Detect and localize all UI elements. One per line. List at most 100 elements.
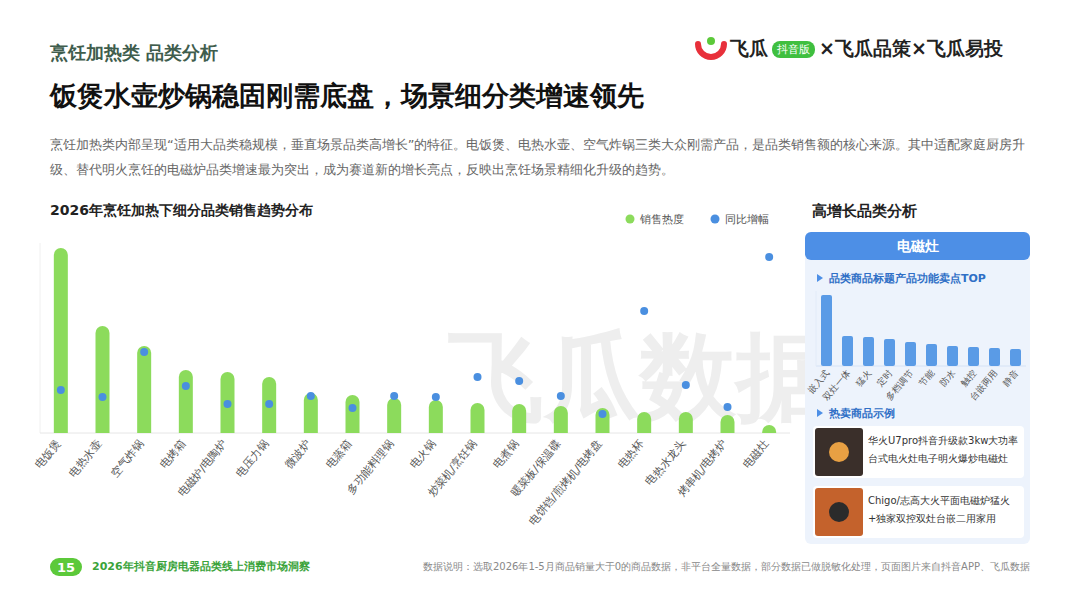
bar (221, 372, 235, 433)
panel-header: 电磁灶 (897, 238, 939, 254)
plot-group (54, 248, 776, 433)
bar (596, 408, 610, 433)
side-bar (947, 346, 958, 366)
x-tick-label: 电饼铛/煎烤机/电烤盘 (526, 438, 604, 528)
logo: 飞瓜抖音版×飞瓜品策×飞瓜易投 (730, 36, 1003, 62)
panel-bg (805, 232, 1030, 544)
bar (762, 425, 776, 433)
bar (637, 412, 651, 433)
product-text: 华火U7pro抖音升级款3kw大功率台式电火灶电子明火爆炒电磁灶 (868, 432, 1020, 468)
bar (679, 412, 693, 433)
dot (640, 307, 648, 315)
logo-badge: 抖音版 (772, 41, 815, 58)
dot (682, 381, 690, 389)
side-y-axis (816, 291, 817, 366)
side-tick-label: 台嵌两用 (968, 368, 999, 402)
side-chart-title: 品类商品标题产品功能卖点TOP (829, 272, 986, 285)
bar (721, 415, 735, 433)
page: 飞瓜数据电饭煲电热水壶空气炸锅电烤箱电磁炉/电陶炉电压力锅微波炉电蒸箱多功能料理… (0, 0, 1080, 608)
dot (224, 400, 232, 408)
page-number: 15 (57, 560, 75, 575)
bar (346, 395, 360, 433)
bar (429, 400, 443, 433)
dot (515, 377, 523, 385)
side-bar (821, 295, 832, 366)
bar (96, 326, 110, 433)
legend-swatch (711, 215, 720, 224)
side-bar (842, 336, 853, 366)
x-tick-label: 电饭煲 (32, 438, 63, 472)
bar (137, 346, 151, 433)
dot (140, 348, 148, 356)
watermark: 飞瓜数据 (448, 321, 832, 433)
x-tick-label: 电热水龙头 (643, 438, 688, 488)
x-tick-label: 空气炸锅 (108, 438, 146, 480)
dot (765, 253, 773, 261)
bar (554, 406, 568, 433)
bar (387, 398, 401, 433)
dot (557, 392, 565, 400)
logo-brand: 飞瓜 (730, 36, 768, 62)
logo-icon (698, 44, 724, 57)
dot (182, 382, 190, 390)
legend-swatch (626, 215, 635, 224)
side-plot-group (821, 295, 1021, 366)
side-bar (1010, 349, 1021, 366)
side-bar (968, 347, 979, 366)
side-tick-label: 节能 (917, 368, 936, 388)
x-tick-label: 电压力锅 (233, 438, 271, 480)
panel-title: 高增长品类分析 (812, 202, 917, 221)
x-axis-line (40, 433, 790, 434)
product-text: Chigo/志高大火平面电磁炉猛火+独家双控双灶台嵌二用家用 (868, 492, 1020, 528)
logo-dot (707, 37, 715, 45)
side-tick-label: 静音 (1001, 368, 1020, 388)
bar (262, 377, 276, 433)
bullet (817, 274, 823, 282)
x-tick-label: 电热水壶 (67, 438, 105, 480)
dot (432, 393, 440, 401)
x-tick-label: 电火锅 (407, 438, 438, 472)
product-card (813, 426, 1024, 478)
dot (349, 404, 357, 412)
x-tick-label: 电磁灶 (740, 438, 771, 472)
x-tick-label: 电烤箱 (157, 438, 188, 472)
legend-label: 同比增幅 (725, 213, 769, 226)
panel-header-bg (805, 232, 1030, 260)
bar (512, 404, 526, 433)
side-bar (905, 342, 916, 366)
product-image-detail (829, 442, 849, 462)
dot (57, 386, 65, 394)
side-bar (863, 337, 874, 366)
dot (599, 410, 607, 418)
product-image (815, 428, 863, 476)
side-bar (926, 344, 937, 366)
side-bar (884, 339, 895, 366)
product-image (815, 488, 863, 536)
dot (474, 373, 482, 381)
section-label: 烹饪加热类 品类分析 (50, 41, 218, 65)
dot (265, 400, 273, 408)
side-tick-label: 多档调节 (884, 368, 915, 402)
chart-title: 2026年烹饪加热下细分品类销售趋势分布 (50, 202, 313, 220)
bar (54, 248, 68, 433)
side-tick-label: 触控 (959, 368, 978, 388)
side-bar (989, 348, 1000, 366)
page-badge (50, 558, 82, 576)
product-image-detail (829, 502, 849, 522)
logo-rest: ×飞瓜品策×飞瓜易投 (819, 36, 1003, 62)
bullet (817, 409, 823, 417)
bar (179, 370, 193, 433)
side-tick-label: 双灶一体 (821, 368, 852, 402)
x-tick-label: 烤串机/电烤炉 (675, 438, 730, 500)
x-tick-label: 微波炉 (282, 438, 313, 472)
hot-title: 热卖商品示例 (828, 407, 895, 420)
x-tick-label: 电蒸箱 (324, 438, 355, 472)
legend-label: 销售热度 (639, 213, 684, 226)
description: 烹饪加热类内部呈现“适用大品类稳规模，垂直场景品类高增长”的特征。电饭煲、电热水… (50, 132, 1035, 182)
dot (390, 392, 398, 400)
page-title: 饭煲水壶炒锅稳固刚需底盘，场景细分类增速领先 (50, 78, 644, 114)
side-tick-label: 猛火 (854, 368, 873, 388)
x-tick-label: 多功能料理锅 (344, 438, 396, 497)
dot (99, 393, 107, 401)
dot (724, 403, 732, 411)
